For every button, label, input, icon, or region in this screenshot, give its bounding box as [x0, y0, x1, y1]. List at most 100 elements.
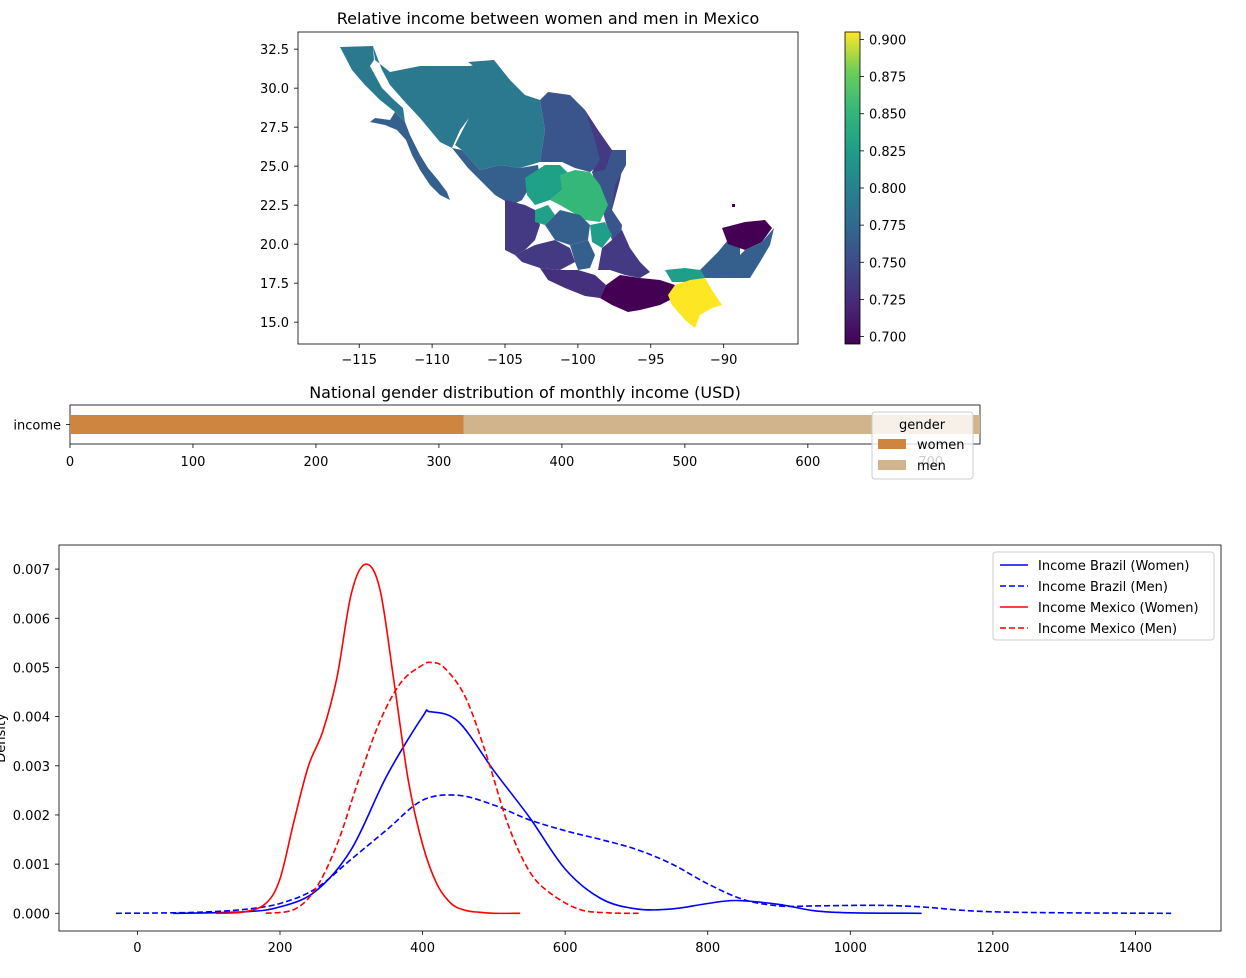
density-legend-box — [992, 551, 1215, 641]
bar-x-tick-label: 100 — [181, 455, 206, 470]
region-yucatan — [722, 220, 772, 250]
density-x-tick-label: 1000 — [834, 941, 867, 956]
region-jalisco — [505, 200, 540, 255]
bar-segment-men — [463, 415, 980, 434]
region-zacatecas — [525, 165, 570, 205]
region-puebla-veracruz — [598, 230, 650, 278]
region-baja-california — [340, 46, 405, 122]
region-chihuahua — [455, 60, 545, 170]
density-y-tick-label: 0.007 — [13, 563, 50, 578]
colorbar-tick-label: 0.875 — [869, 71, 906, 86]
legend-label-men: men — [917, 459, 946, 474]
region-baja-california-sur — [370, 112, 450, 200]
bar-x-tick-label: 500 — [672, 455, 697, 470]
region-quintana-roo — [740, 228, 774, 278]
density-legend: Income Brazil (Women) Income Brazil (Men… — [992, 551, 1215, 641]
density-y-tick-label: 0.004 — [13, 711, 50, 726]
region-oaxaca — [600, 275, 675, 312]
region-isla — [732, 204, 735, 207]
colorbar-tick-label: 0.825 — [869, 145, 906, 160]
map-x-tick-label: −95 — [637, 353, 664, 368]
map-y-tick-label: 22.5 — [260, 199, 289, 214]
density-axes-frame — [58, 544, 1222, 932]
bar-x-tick-label: 600 — [795, 455, 820, 470]
region-guerrero — [540, 268, 606, 298]
colorbar-gradient — [844, 31, 861, 345]
region-tamaulipas — [592, 150, 626, 245]
density-y-tick-label: 0.006 — [13, 612, 50, 627]
bar-x-tick-label: 300 — [427, 455, 452, 470]
legend-label-brazil-women: Income Brazil (Women) — [1038, 559, 1189, 574]
region-tabasco — [665, 268, 705, 282]
region-sonora — [373, 46, 492, 148]
region-campeche — [700, 240, 740, 278]
bar-x-tick-label: 0 — [66, 455, 74, 470]
density-x-tick-label: 0 — [133, 941, 141, 956]
density-x-tick-label: 1400 — [1119, 941, 1152, 956]
map-y-tick-label: 30.0 — [260, 82, 289, 97]
bar-x-tick-label: 200 — [304, 455, 329, 470]
map-y-tick-label: 17.5 — [260, 277, 289, 292]
bar-legend-title: gender — [899, 418, 946, 433]
map-axes-frame — [297, 31, 799, 345]
density-panel: Density 0 200 400 600 800 1000 1200 1400 0.000 0.… — [0, 544, 1222, 956]
bar-title: National gender distribution of monthly … — [309, 383, 741, 402]
region-hidalgo — [590, 222, 612, 248]
bar-x-tick-label: 400 — [549, 455, 574, 470]
region-nuevo-leon — [585, 110, 626, 210]
bar-y-tick-label: income — [13, 419, 61, 434]
density-series-1 — [115, 794, 1172, 915]
map-axes: −115 −110 −105 −100 −95 −90 15.0 17.5 20.0 22.5 25… — [260, 31, 799, 368]
colorbar-tick-label: 0.800 — [869, 182, 906, 197]
map-x-tick-label: −105 — [487, 353, 523, 368]
region-sinaloa-durango — [452, 148, 540, 205]
map-title: Relative income between women and men in… — [337, 9, 759, 28]
map-x-tick-label: −115 — [341, 353, 377, 368]
colorbar-tick-label: 0.750 — [869, 256, 906, 271]
region-mexico-state — [570, 240, 595, 270]
bar-legend: gender women men — [871, 411, 974, 480]
density-series-2 — [215, 563, 521, 915]
density-x-tick-label: 800 — [695, 941, 720, 956]
density-series-3 — [265, 661, 639, 915]
legend-swatch-women — [878, 439, 906, 449]
legend-label-women: women — [917, 438, 965, 453]
region-michoacan — [515, 240, 575, 270]
density-x-tick-label: 600 — [553, 941, 578, 956]
density-x-tick-label: 400 — [410, 941, 435, 956]
density-y-tick-label: 0.002 — [13, 809, 50, 824]
bar-panel: National gender distribution of monthly … — [13, 383, 981, 480]
legend-label-brazil-men: Income Brazil (Men) — [1038, 580, 1168, 595]
map-y-tick-label: 32.5 — [260, 43, 289, 58]
region-san-luis-potosi — [550, 170, 608, 222]
colorbar-tick-label: 0.725 — [869, 293, 906, 308]
map-y-tick-label: 15.0 — [260, 316, 289, 331]
bar-segment-women — [70, 415, 464, 434]
map-y-tick-label: 20.0 — [260, 238, 289, 253]
colorbar-tick-label: 0.775 — [869, 219, 906, 234]
density-y-tick-label: 0.000 — [13, 907, 50, 922]
region-guanajuato-queretaro — [545, 210, 590, 245]
colorbar-tick-label: 0.850 — [869, 108, 906, 123]
legend-swatch-men — [878, 460, 906, 470]
region-coahuila — [540, 92, 610, 172]
map-x-tick-label: −100 — [560, 353, 596, 368]
density-series-0 — [173, 709, 922, 915]
density-ylabel: Density — [0, 713, 9, 763]
mexico-map — [340, 46, 774, 328]
density-y-tick-label: 0.003 — [13, 760, 50, 775]
map-panel: Relative income between women and men in… — [260, 9, 906, 368]
density-y-tick-label: 0.001 — [13, 858, 50, 873]
map-y-tick-label: 27.5 — [260, 121, 289, 136]
legend-label-mexico-women: Income Mexico (Women) — [1038, 601, 1199, 616]
region-chiapas — [668, 278, 722, 328]
colorbar-tick-label: 0.900 — [869, 33, 906, 48]
density-x-tick-label: 1200 — [976, 941, 1009, 956]
legend-label-mexico-men: Income Mexico (Men) — [1038, 622, 1177, 637]
density-y-tick-label: 0.005 — [13, 661, 50, 676]
map-y-tick-label: 25.0 — [260, 160, 289, 175]
density-x-tick-label: 200 — [268, 941, 293, 956]
colorbar-tick-label: 0.700 — [869, 331, 906, 346]
colorbar: 0.700 0.725 0.750 0.775 0.800 0.825 0.850 0.875… — [844, 31, 906, 346]
